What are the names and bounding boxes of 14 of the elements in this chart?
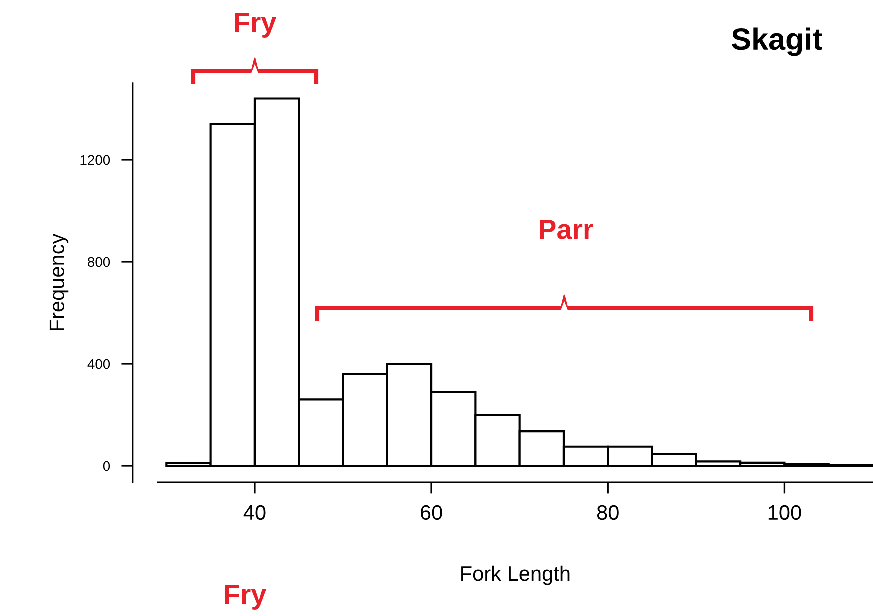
text: Skagit (732, 28, 822, 56)
x-axis-title: Fork Length (462, 566, 570, 586)
x-tick-label: 80 (597, 505, 619, 520)
y-tick-label: 1200 (80, 155, 110, 166)
x-tick-label: 100 (768, 505, 802, 520)
y-tick-label: 400 (88, 359, 110, 370)
text: Fry (235, 13, 276, 38)
x-tick-label: 60 (421, 505, 442, 520)
y-tick-label: 0 (103, 461, 110, 472)
y-tick-label: 800 (88, 257, 110, 268)
x-tick-label: 40 (244, 505, 266, 520)
y-axis-title: Frequency (50, 234, 69, 331)
text: Fry (225, 585, 266, 610)
annotation: Parr (540, 220, 594, 240)
